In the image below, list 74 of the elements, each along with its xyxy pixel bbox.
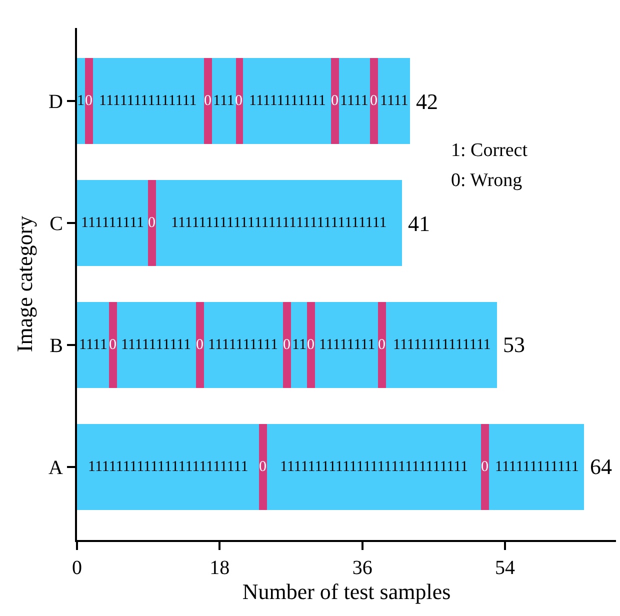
bar — [378, 58, 410, 144]
bar — [370, 58, 378, 144]
bar — [204, 58, 212, 144]
bar — [378, 302, 386, 388]
annotation: 1: Correct — [451, 140, 528, 161]
total-label: 41 — [408, 211, 430, 236]
bar — [315, 302, 378, 388]
annotation: 111111111 — [81, 215, 144, 231]
bar — [259, 424, 267, 510]
x-tick-label: 18 — [210, 557, 230, 579]
x-axis-title: Number of test samples — [242, 579, 451, 604]
annotation: 11111111111 — [249, 93, 326, 109]
y-axis-title: Image category — [12, 216, 37, 352]
bar — [204, 302, 283, 388]
annotation: 1111111111 — [121, 337, 191, 353]
annotation: 111111111111111111111111111 — [280, 459, 468, 475]
annotation: 0 — [378, 337, 386, 353]
annotation: 11 — [292, 337, 306, 353]
bar — [77, 180, 148, 266]
bar — [212, 58, 236, 144]
bar — [481, 424, 489, 510]
x-tick-label: 0 — [72, 557, 82, 579]
total-label: 42 — [416, 89, 438, 114]
bar — [77, 424, 259, 510]
annotation: 0 — [148, 215, 156, 231]
annotation: 0 — [196, 337, 204, 353]
bar — [117, 302, 196, 388]
annotation: 11111111 — [319, 337, 376, 353]
y-tick-label: C — [50, 213, 63, 236]
annotation: 0 — [109, 337, 116, 353]
annotation: 0 — [283, 337, 290, 353]
annotation: 0 — [85, 93, 92, 109]
annotation: 1111111111111111111111111111111 — [171, 215, 387, 231]
annotation: 1111 — [79, 337, 108, 353]
annotation: 1 — [77, 93, 84, 109]
bar — [267, 424, 481, 510]
bar — [489, 424, 584, 510]
bar — [283, 302, 291, 388]
annotation: 0 — [307, 337, 314, 353]
annotation: 11111111111111 — [99, 93, 197, 109]
y-tick-label: A — [48, 456, 64, 479]
annotation: 0: Wrong — [451, 170, 523, 191]
total-label: 64 — [590, 454, 612, 479]
annotation: 1111 — [380, 93, 408, 109]
annotation: 11111111111111111111111 — [88, 459, 248, 475]
total-label: 53 — [503, 332, 525, 357]
annotation: 0 — [331, 93, 338, 109]
bar — [77, 302, 109, 388]
bar — [109, 302, 117, 388]
y-tick-label: B — [50, 334, 63, 357]
bar — [307, 302, 315, 388]
bar — [148, 180, 156, 266]
annotation: 0 — [481, 459, 488, 475]
annotation: 0 — [204, 93, 212, 109]
bar — [339, 58, 370, 144]
x-tick-label: 54 — [495, 557, 516, 579]
bar — [156, 180, 402, 266]
bar — [196, 302, 204, 388]
annotation: 111111111111 — [495, 459, 579, 475]
annotation: 111 — [213, 93, 234, 109]
annotation: 0 — [259, 459, 266, 475]
annotation: 1111111111 — [208, 337, 278, 353]
bar — [85, 58, 93, 144]
y-tick-label: D — [48, 91, 63, 114]
bar — [243, 58, 331, 144]
annotation: 0 — [370, 93, 378, 109]
bar — [291, 302, 307, 388]
bar — [93, 58, 204, 144]
bar — [331, 58, 339, 144]
x-tick-label: 36 — [352, 557, 372, 579]
bar — [77, 58, 85, 144]
bar — [386, 302, 497, 388]
annotation: 11111111111111 — [393, 337, 491, 353]
annotation: 1111 — [340, 93, 368, 109]
